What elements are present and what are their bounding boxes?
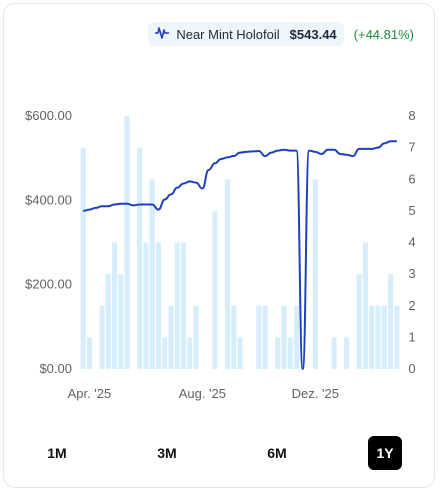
right-axis-tick-label: 2	[408, 298, 415, 313]
x-axis-tick-label: Aug. '25	[179, 386, 226, 401]
legend-change: (+44.81%)	[353, 26, 414, 42]
volume-bar	[262, 305, 268, 369]
volume-bar	[312, 179, 318, 369]
volume-bar	[137, 147, 143, 369]
volume-bar	[281, 305, 287, 369]
volume-bar	[162, 337, 168, 369]
volume-bar	[187, 337, 193, 369]
right-axis-tick-label: 7	[408, 140, 415, 155]
right-axis-tick-label: 3	[408, 266, 415, 281]
volume-bar	[237, 337, 243, 369]
volume-bar	[356, 274, 362, 369]
left-axis-tick-label: $600.00	[25, 108, 72, 123]
legend-pill[interactable]: Near Mint Holofoil $543.44	[148, 22, 344, 46]
volume-bar	[275, 337, 281, 369]
volume-bar	[99, 305, 105, 369]
right-axis-tick-label: 5	[408, 203, 415, 218]
volume-bar	[256, 305, 262, 369]
volume-bar	[344, 337, 350, 369]
volume-bar	[231, 305, 237, 369]
volume-bar	[174, 242, 180, 369]
volume-bar	[149, 179, 155, 369]
volume-bar	[331, 337, 337, 369]
right-axis-tick-label: 0	[408, 361, 415, 376]
legend: Near Mint Holofoil $543.44 (+44.81%)	[148, 22, 414, 46]
right-axis-tick-label: 6	[408, 171, 415, 186]
volume-bar	[111, 242, 118, 369]
volume-bar	[124, 116, 130, 369]
timeframe-6m-button[interactable]: 6M	[267, 445, 287, 461]
right-axis-tick-label: 4	[408, 235, 415, 250]
legend-series-label: Near Mint Holofoil	[176, 26, 280, 42]
volume-bar	[375, 305, 381, 369]
price-line	[83, 140, 397, 370]
timeframe-1m-button[interactable]: 1M	[47, 445, 67, 461]
timeframe-1y-button[interactable]: 1Y	[368, 436, 402, 470]
volume-bar	[287, 337, 293, 369]
left-axis-tick-label: $200.00	[25, 277, 72, 292]
volume-bar	[381, 305, 387, 369]
volume-bar	[180, 242, 187, 369]
price-line-icon	[154, 26, 170, 43]
legend-price: $543.44	[289, 26, 337, 42]
volume-bar	[388, 274, 394, 369]
x-axis-tick-label: Apr. '25	[68, 386, 112, 401]
right-axis-tick-label: 1	[408, 329, 415, 344]
volume-bar	[362, 242, 369, 369]
volume-bar	[224, 179, 230, 369]
left-axis-tick-label: $400.00	[25, 192, 72, 207]
volume-bar	[212, 210, 218, 369]
volume-bar	[86, 337, 92, 369]
chart-svg: $0.00 $200.00 $400.00 $600.00 0 1 2 3 4 5 6 7 8 Apr. …	[25, 108, 416, 401]
volume-bar	[394, 305, 400, 369]
timeframe-3m-button[interactable]: 3M	[157, 445, 177, 461]
volume-bar	[105, 274, 111, 369]
volume-bar	[80, 147, 86, 369]
volume-bar	[155, 242, 161, 369]
volume-bar	[293, 305, 300, 369]
left-axis-tick-label: $0.00	[39, 361, 72, 376]
volume-bar	[143, 242, 149, 369]
volume-bar	[118, 274, 124, 369]
timeframe-selector: 1M 3M 6M 1Y	[0, 436, 440, 470]
volume-bar	[369, 305, 375, 369]
volume-bar	[168, 305, 174, 369]
right-axis-tick-label: 8	[408, 108, 415, 123]
x-axis-tick-label: Dez. '25	[292, 386, 339, 401]
volume-bar	[193, 305, 199, 369]
